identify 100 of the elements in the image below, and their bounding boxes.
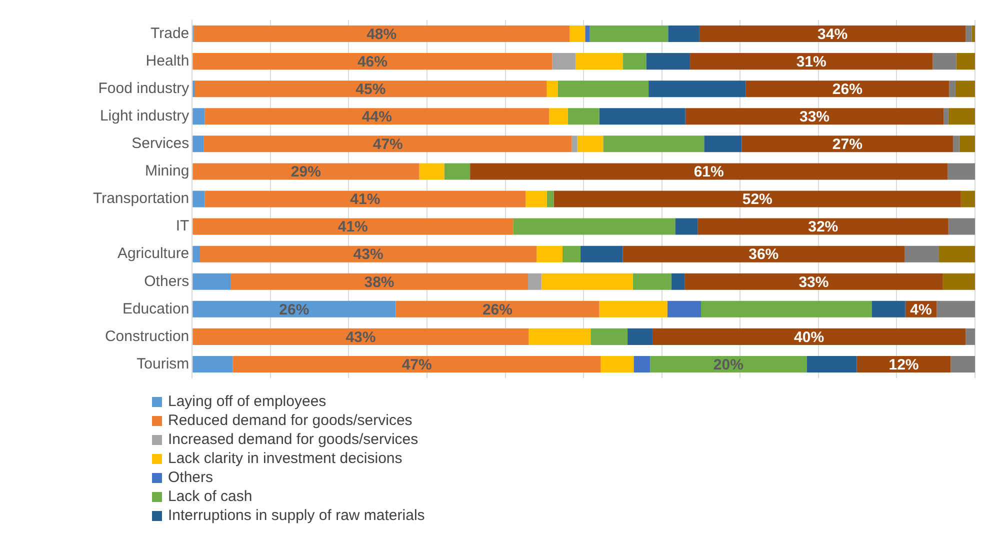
data-label: 44% [362,108,392,126]
data-label: 27% [832,136,862,154]
bar [558,80,649,98]
bar [690,53,933,70]
data-label: 52% [742,191,772,208]
bar [549,108,568,125]
y-tick-label: Tourism [136,355,190,372]
bar [554,190,961,208]
bar [192,136,204,152]
bar [603,136,704,152]
bar [580,246,623,262]
bar [526,190,547,208]
bar [192,356,233,372]
bar [192,163,420,180]
bar [232,356,601,372]
bar [953,136,960,152]
bar [528,328,591,345]
bar [966,328,975,345]
bar [192,218,514,235]
y-tick-label: Light industry [100,108,190,125]
bar [585,26,590,42]
data-label: 41% [338,218,368,236]
bar [699,26,966,42]
bar [599,108,686,125]
y-tick-label: Trade [150,24,190,42]
bar [955,80,975,98]
data-label: 26% [482,301,512,318]
bar [904,246,939,262]
bar [949,80,956,98]
bar [704,136,742,152]
bar [622,53,646,70]
bar [646,53,690,70]
data-label: 45% [356,80,386,98]
bar [806,356,857,372]
bar [675,218,698,235]
bar [444,163,470,180]
bar [546,80,558,98]
bar [634,356,650,372]
bar [936,300,975,318]
y-tick-label: Construction [104,328,190,345]
bar [546,190,554,208]
data-label: 33% [798,274,829,291]
y-tick-label: Food industry [98,80,190,97]
y-tick-label: Agriculture [117,245,190,262]
y-tick-label: IT [176,218,190,235]
y-tick-label: Education [122,300,190,318]
data-label: 12% [888,356,919,374]
bar [942,273,975,290]
data-label: 33% [800,108,830,126]
data-label: 26% [279,301,310,318]
bar [956,53,975,70]
legend-label: Laying off of employees [168,392,326,411]
data-label: 43% [353,246,384,264]
bar [685,108,944,125]
bar [590,26,668,42]
data-label: 40% [794,328,824,346]
bar [572,136,578,152]
bar [950,356,975,372]
bar [562,246,580,262]
bar [569,26,586,42]
bar [948,218,975,235]
bar [513,218,676,235]
bar [938,246,975,262]
bar [698,218,948,235]
legend-label: Others [168,468,214,487]
legend-label: Lack clarity in investment decisions [168,449,402,468]
data-label: 38% [364,274,394,291]
bar [577,136,604,152]
bar [204,136,572,152]
bar [552,53,576,70]
data-label: 20% [713,356,744,374]
bar [528,273,542,290]
y-tick-label: Others [144,272,190,290]
bar [701,300,872,318]
legend-label: Interruptions in supply of raw materials [168,506,425,525]
legend-label: Increased demand for goods/services [168,430,418,449]
bar [652,328,966,345]
data-label: 47% [402,356,432,374]
bar [668,26,700,42]
data-label: 47% [372,136,403,154]
bar [944,108,948,125]
bar [192,190,205,208]
data-label: 4% [910,301,932,318]
bar [192,108,205,125]
data-label: 26% [832,80,862,98]
bar [192,53,552,70]
y-tick-label: Transportation [92,190,190,208]
bar [541,273,633,290]
bar [192,273,231,290]
data-label: 46% [357,53,388,70]
bar [746,80,950,98]
data-label: 32% [808,218,838,236]
bar [396,300,600,318]
data-label: 34% [818,26,848,43]
bar [972,26,975,42]
bar [948,163,975,180]
bar [932,53,956,70]
bar [536,246,562,262]
bar [684,273,943,290]
bar [470,163,948,180]
